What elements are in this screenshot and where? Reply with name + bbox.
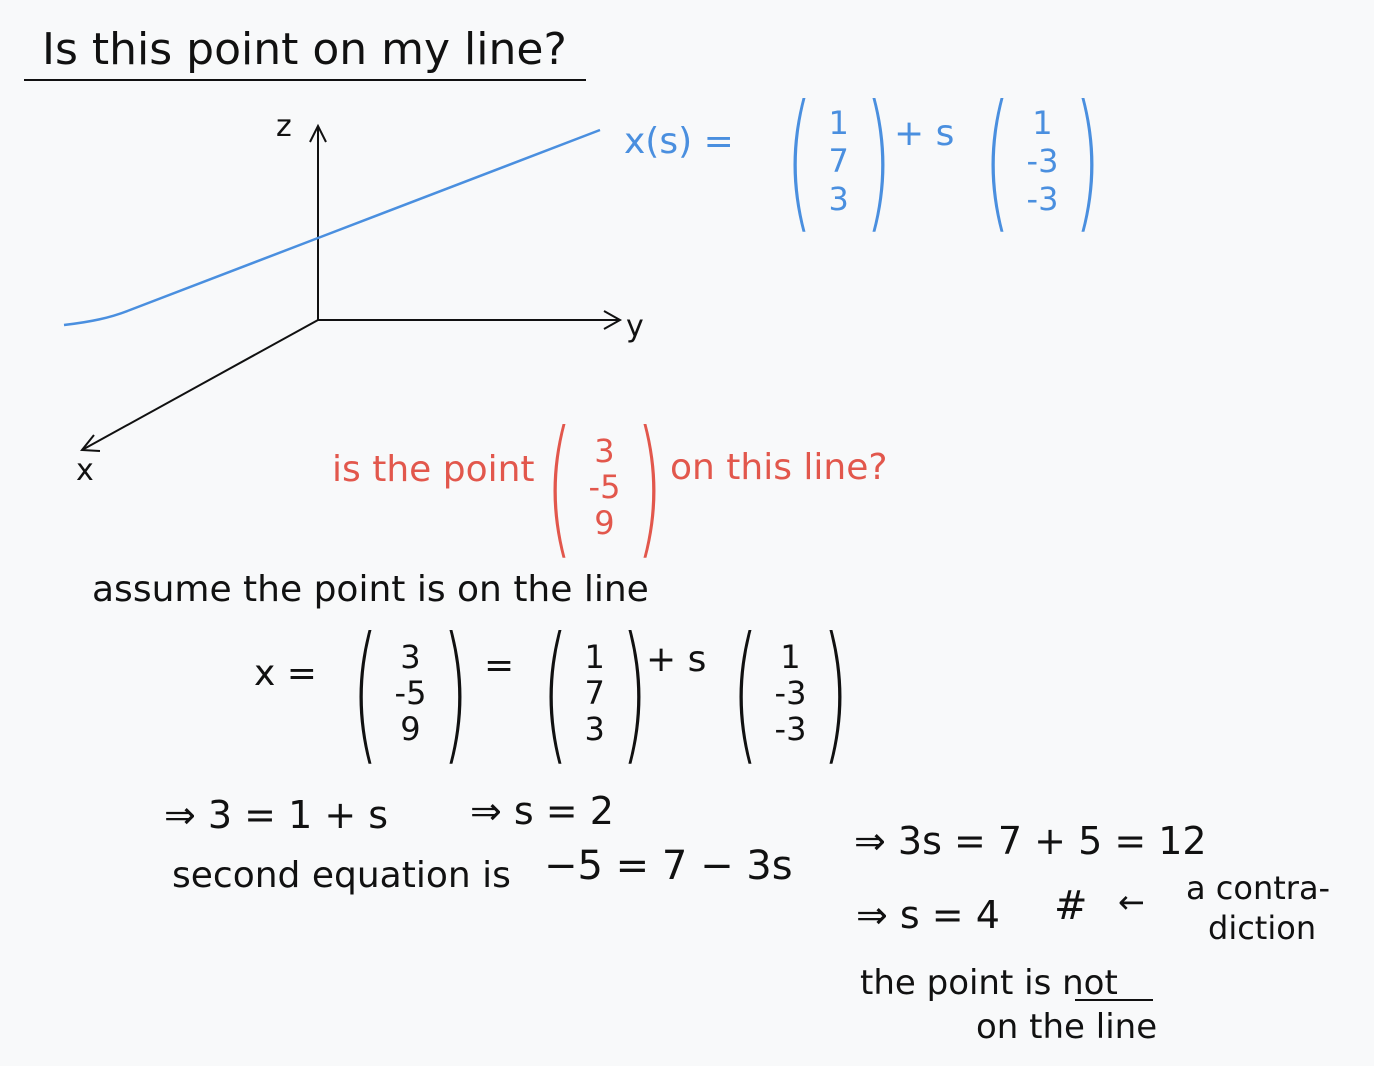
right-paren: ) (1074, 74, 1101, 248)
question-after: on this line? (670, 447, 888, 488)
second-result: ⇒ 3s = 7 + 5 = 12 (854, 819, 1207, 863)
vector-entry: 1 (1032, 104, 1053, 142)
vector-entry: 9 (594, 504, 615, 542)
eq2-plus-s: + s (646, 639, 707, 680)
conclusion-not: not (1062, 963, 1118, 1003)
contradiction-arrow-icon: ← (1118, 883, 1145, 921)
contradiction-text-2: diction (1208, 909, 1317, 947)
line-equation-lhs: x(s) = (624, 121, 734, 162)
conclusion-text: the point is (860, 963, 1052, 1003)
eq2-equals: = (484, 645, 515, 686)
vector-entry: 3 (594, 432, 615, 470)
vector-entry: -3 (1026, 180, 1059, 218)
vector-entry: -5 (394, 674, 427, 712)
line-plus-s: + s (894, 113, 955, 154)
question-point-vector: ( 3 -5 9 ) (530, 412, 679, 562)
conclusion-line1: the point is not (860, 966, 1118, 1000)
line-curve (63, 128, 601, 327)
eq2-base-vector: ( 1 7 3 ) (526, 618, 663, 768)
vector-entry: -3 (774, 710, 807, 748)
line-direction-vector: ( 1 -3 -3 ) (968, 86, 1117, 236)
left-paren: ( (732, 606, 759, 780)
eq2-point-vector: ( 3 -5 9 ) (336, 618, 485, 768)
vector-entry: 1 (780, 638, 801, 676)
assume-text: assume the point is on the line (92, 569, 649, 610)
line-point-vector: ( 1 7 3 ) (770, 86, 907, 236)
vector-entry: 7 (828, 142, 849, 180)
page-title: Is this point on my line? (42, 24, 567, 75)
step-first: ⇒ 3 = 1 + s (164, 793, 389, 837)
left-paren: ( (542, 606, 569, 780)
left-paren: ( (786, 74, 813, 248)
vector-entry: -5 (588, 468, 621, 506)
right-paren: ) (822, 606, 849, 780)
vector-entry: 1 (584, 638, 605, 676)
question-before: is the point (332, 449, 535, 490)
right-paren: ) (636, 400, 663, 574)
left-paren: ( (546, 400, 573, 574)
left-paren: ( (984, 74, 1011, 248)
contradiction-mark: # (1054, 883, 1088, 929)
second-equation: −5 = 7 − 3s (544, 843, 793, 889)
x-axis (81, 319, 319, 451)
y-axis-label: y (626, 309, 644, 344)
conclusion-line2: on the line (976, 1007, 1158, 1047)
vector-entry: -3 (774, 674, 807, 712)
vector-entry: 3 (400, 638, 421, 676)
s-equals-four: ⇒ s = 4 (856, 893, 1000, 937)
vector-entry: 1 (828, 104, 849, 142)
vector-entry: 7 (584, 674, 605, 712)
right-paren: ) (620, 606, 648, 780)
contradiction-text-1: a contra- (1186, 869, 1331, 907)
vector-entry: 9 (400, 710, 421, 748)
vector-entry: -3 (1026, 142, 1059, 180)
step-first-result: ⇒ s = 2 (470, 789, 614, 833)
eq2-direction-vector: ( 1 -3 -3 ) (716, 618, 865, 768)
x-axis-arrowhead (80, 434, 101, 452)
vector-entry: 3 (828, 180, 849, 218)
right-paren: ) (864, 74, 892, 248)
left-paren: ( (352, 606, 379, 780)
vector-entry: 3 (584, 710, 605, 748)
right-paren: ) (442, 606, 469, 780)
y-axis-arrowhead (603, 310, 623, 330)
z-axis-label: z (276, 109, 292, 144)
eq2-lhs: x = (254, 653, 317, 694)
second-equation-label: second equation is (172, 855, 511, 896)
x-axis-label: x (76, 453, 94, 488)
z-axis-arrowhead (309, 123, 327, 143)
